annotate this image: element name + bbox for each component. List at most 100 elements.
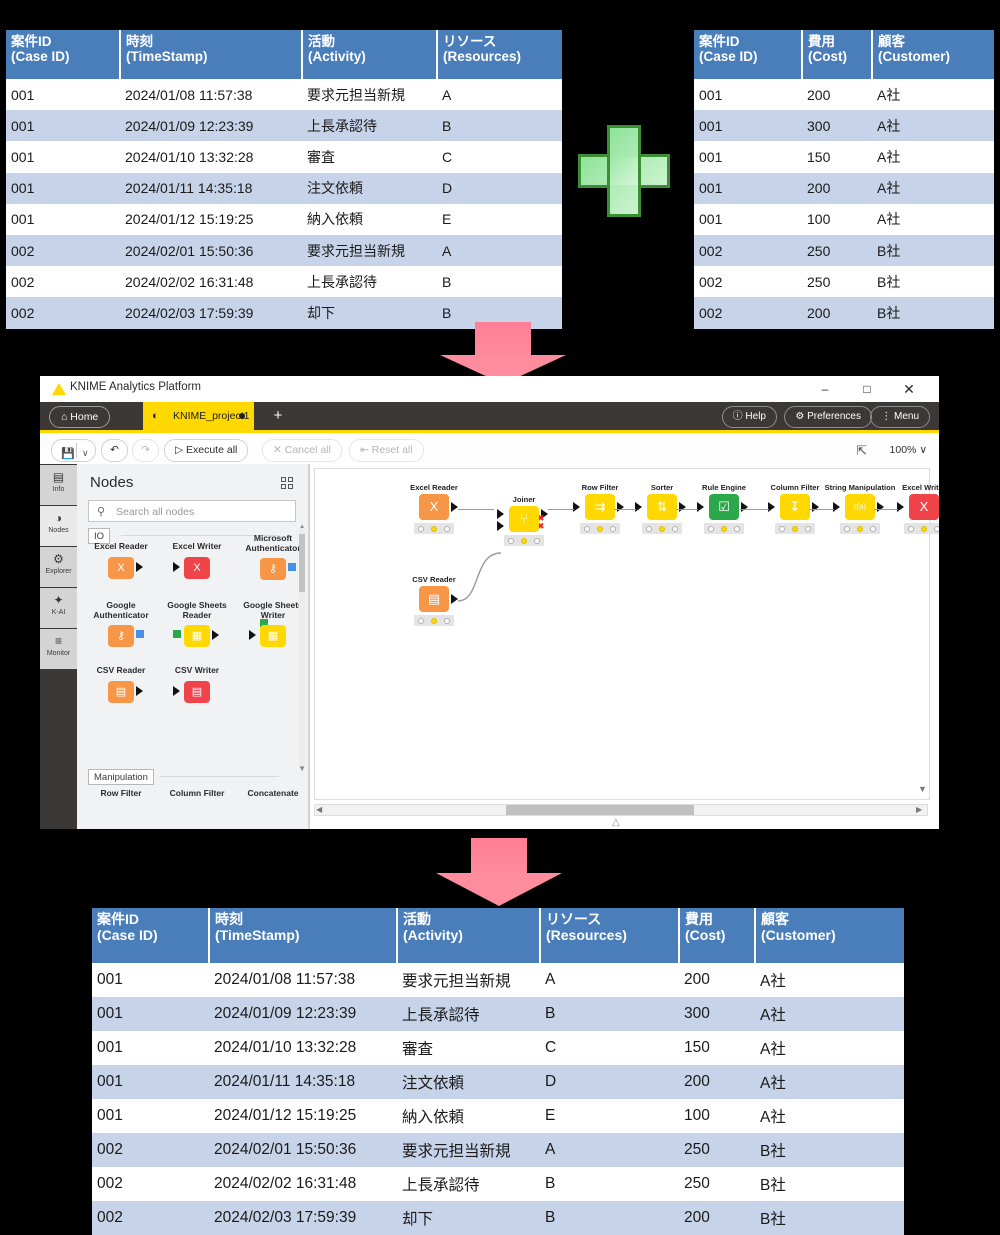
node-item-csv-writer[interactable]: CSV Writer ▤ (161, 665, 233, 705)
canvas-surface[interactable]: Excel Reader X CSV Reader ▤ Joiner ✖ ✖ ⑂ Row Fil… (314, 468, 939, 800)
node-status-indicator (580, 523, 620, 534)
table-cell: B (545, 1209, 556, 1226)
node-glyph-icon: ▤ (184, 680, 210, 703)
workflow-node-excel-reader[interactable]: Excel Reader X (397, 483, 471, 534)
input-port (768, 502, 775, 512)
column-header-cost: 費用 (Cost) (679, 908, 756, 963)
scroll-up-arrow-icon[interactable]: ▲ (298, 522, 306, 531)
menu-button[interactable]: ⋮ Menu (870, 406, 930, 428)
table-cell: 要求元担当新規 (402, 1143, 511, 1160)
maximize-button[interactable]: □ (863, 382, 871, 396)
scroll-right-arrow-icon[interactable]: ▶ (916, 805, 923, 814)
table-cell: 002 (11, 242, 35, 259)
connection-line (676, 509, 698, 511)
node-item-google-sheets[interactable]: Google Sheets Writer ▦ (237, 600, 309, 649)
table-cell: 納入依頼 (307, 211, 363, 228)
workflow-node-sorter[interactable]: Sorter ⇅ (625, 483, 699, 534)
table-row: 001 300 A社 (694, 110, 994, 142)
gear-icon: ⚙ (795, 411, 805, 422)
table-cell: 要求元担当新規 (307, 242, 405, 259)
minimize-button[interactable]: – (821, 382, 829, 396)
table-cell: 却下 (402, 1211, 434, 1228)
sidebar-item-k-ai[interactable]: ✦ K-AI (40, 588, 77, 628)
close-button[interactable]: ✕ (903, 381, 915, 397)
workflow-node-rule-engine[interactable]: Rule Engine ☑ (687, 483, 761, 534)
panel-scrollbar-thumb[interactable] (299, 534, 305, 592)
workflow-node-row-filter[interactable]: Row Filter ⇉ (563, 483, 637, 534)
node-item-csv-reader[interactable]: CSV Reader ▤ (85, 665, 157, 705)
divider (159, 776, 279, 777)
node-label: Google Authenticator (93, 600, 149, 620)
sidebar-item-explorer[interactable]: ⚙ Explorer (40, 547, 77, 587)
node-item-column-filter[interactable]: Column Filter (161, 788, 233, 799)
node-item-excel-writer[interactable]: Excel Writer X (161, 541, 233, 581)
node-glyph-icon: X (419, 494, 449, 520)
scroll-down-arrow-icon[interactable]: ▼ (918, 784, 927, 794)
scroll-down-arrow-icon[interactable]: ▼ (298, 764, 306, 773)
expand-bottom-panel-icon[interactable]: △ (612, 817, 620, 828)
grid-view-icon[interactable] (281, 477, 294, 490)
node-status-indicator (840, 523, 880, 534)
workflow-node-string-manipulation[interactable]: String Manipulation r(s) (823, 483, 897, 534)
chevron-down-icon[interactable]: ∨ (82, 448, 89, 458)
workflow-node-column-filter[interactable]: Column Filter ↧ (758, 483, 832, 534)
output-port (136, 685, 143, 696)
sidebar-item-nodes[interactable]: ◑ Nodes (40, 506, 77, 546)
table-row: 002 2024/02/03 17:59:39 却下 B (6, 297, 562, 329)
node-item-excel-reader[interactable]: Excel Reader X (85, 541, 157, 581)
node-item-google[interactable]: Google Authenticator ⚷ (85, 600, 157, 649)
table-cell: 200 (807, 86, 831, 103)
table-cell: A社 (877, 148, 901, 165)
output-port (136, 561, 143, 572)
scroll-left-arrow-icon[interactable]: ◀ (316, 805, 323, 814)
reset-all-button[interactable]: ⇤ Reset all (349, 439, 424, 462)
category-manipulation[interactable]: Manipulation (88, 769, 154, 785)
table-cell: 審査 (307, 148, 335, 165)
table-cell: 2024/01/12 15:19:25 (214, 1107, 357, 1124)
tab-home[interactable]: ⌂ Home (49, 406, 111, 428)
help-button[interactable]: ⓘ Help (721, 406, 777, 428)
execute-all-button[interactable]: ▷ Execute all (164, 439, 249, 462)
new-tab-button[interactable]: + (273, 407, 283, 424)
table-cell: B (442, 273, 452, 290)
workflow-canvas[interactable]: Excel Reader X CSV Reader ▤ Joiner ✖ ✖ ⑂ Row Fil… (309, 464, 939, 829)
node-item-row-filter[interactable]: Row Filter (85, 788, 157, 799)
zoom-level-control[interactable]: 100% ∨ (889, 444, 927, 456)
table-header-row: 案件ID (Case ID) 時刻 (TimeStamp) 活動 (Activity)… (92, 908, 904, 963)
table-cell: 2024/02/01 15:50:36 (125, 242, 254, 259)
redo-button[interactable]: ↷ (132, 439, 159, 462)
node-glyph-icon: ⇉ (585, 494, 615, 520)
input-port (897, 502, 904, 512)
column-header-case-id: 案件ID (Case ID) (694, 30, 803, 79)
canvas-hscrollbar-thumb[interactable] (506, 805, 694, 815)
table-cell: A (442, 242, 452, 259)
node-item-microsoft[interactable]: Microsoft Authenticator ⚷ (237, 533, 309, 582)
save-disk-icon: 💾 (61, 448, 75, 460)
search-input[interactable]: ⚲ Search all nodes (88, 500, 296, 522)
panel-scrollbar-track[interactable] (299, 528, 305, 768)
table-cell: A (442, 86, 452, 103)
save-button[interactable]: 💾 ∨ (51, 439, 96, 462)
question-circle-icon: ⓘ (732, 411, 743, 422)
input-port (173, 561, 180, 572)
table-cell: 納入依頼 (402, 1109, 465, 1126)
undo-button[interactable]: ↶ (101, 439, 128, 462)
workflow-node-joiner[interactable]: Joiner ✖ ✖ ⑂ (487, 495, 561, 546)
node-glyph-icon: ⑂ (509, 506, 539, 532)
workflow-node-csv-reader[interactable]: CSV Reader ▤ (397, 575, 471, 626)
divider (76, 443, 77, 458)
tab-knime-project1[interactable]: KNIME_project1 ◐ (143, 402, 254, 430)
workflow-node-excel-writer[interactable]: Excel Writer X (887, 483, 939, 534)
preferences-button[interactable]: ⚙ Preferences (784, 406, 872, 428)
node-item-concatenate[interactable]: Concatenate (237, 788, 309, 799)
sidebar-item-monitor[interactable]: ≡ Monitor (40, 629, 77, 669)
sidebar-item-info[interactable]: ▤ Info (40, 465, 77, 505)
table-cell: A社 (760, 973, 786, 990)
node-item-google-sheets[interactable]: Google Sheets Reader ▦ (161, 600, 233, 649)
node-label: Rule Engine (702, 483, 746, 492)
cancel-all-button[interactable]: ✕ Cancel all (262, 439, 342, 462)
category-io[interactable]: IO (88, 528, 111, 544)
column-header-cost: 費用 (Cost) (802, 30, 873, 79)
table-cell: 200 (684, 971, 710, 988)
table-cell: B社 (760, 1177, 786, 1194)
